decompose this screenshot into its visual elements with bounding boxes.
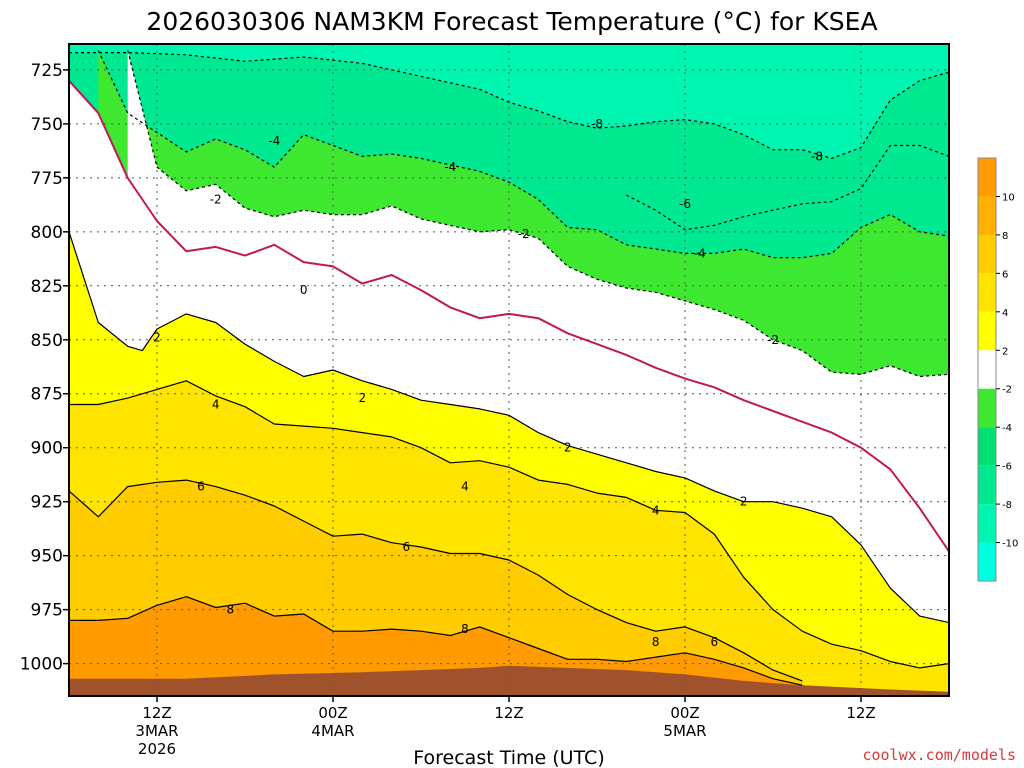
contour-label: 8 xyxy=(461,622,469,636)
colorbar-segment xyxy=(978,504,996,543)
y-tick-label: 1000 xyxy=(20,655,63,675)
isotherm-8C xyxy=(69,596,803,686)
contour-label: 4 xyxy=(461,480,469,494)
y-tick-label: 775 xyxy=(31,169,63,189)
colorbar-segment xyxy=(978,388,996,428)
x-tick-label: 00Z xyxy=(670,704,699,722)
colorbar-frame xyxy=(977,157,997,582)
plot-area: -8 -8 -6 -4 -4 -4 -2 -2 -2 0 2 2 2 2 4 4 4 6 6 6 8 8 8 xyxy=(69,44,949,696)
colorbar: 10 8 6 4 2 -2 -4 -6 -8 -10 xyxy=(977,157,1018,582)
y-tick-label: 800 xyxy=(31,223,63,243)
colorbar-label: -4 xyxy=(1002,423,1012,434)
y-tick-label: 925 xyxy=(31,493,63,513)
isotherm-lines xyxy=(69,50,949,686)
contour-label: -8 xyxy=(591,117,603,131)
contour-label: -2 xyxy=(210,192,222,206)
colorbar-segment xyxy=(978,465,996,505)
contour-label: -8 xyxy=(811,149,823,163)
y-axis: 725 750 775 800 825 850 875 900 925 950 975 1000 xyxy=(20,61,69,675)
isotherm-4C xyxy=(69,380,949,669)
isotherm--2C xyxy=(127,50,949,378)
x-tick-label: 3MAR xyxy=(135,722,178,740)
colorbar-label: 6 xyxy=(1002,269,1008,280)
contour-label: 8 xyxy=(227,603,235,617)
contour-label: 6 xyxy=(403,540,411,554)
contour-label: 2 xyxy=(564,441,572,455)
isotherm-labels: -8 -8 -6 -4 -4 -4 -2 -2 -2 0 2 2 2 2 4 4 4 6 6 6 8 8 8 xyxy=(153,117,823,649)
colorbar-segment xyxy=(978,196,996,235)
colorbar-label: -2 xyxy=(1002,385,1012,396)
y-tick-label: 850 xyxy=(31,331,63,351)
contour-label: -4 xyxy=(268,134,280,148)
colorbar-label: 8 xyxy=(1002,231,1008,242)
contour-label: -6 xyxy=(679,197,691,211)
x-axis-label: Forecast Time (UTC) xyxy=(413,747,604,768)
contour-label: 2 xyxy=(153,331,161,345)
colorbar-segment xyxy=(978,311,996,351)
y-tick-label: 825 xyxy=(31,277,63,297)
colorbar-label: -6 xyxy=(1002,462,1012,473)
credit-text: coolwx.com/models xyxy=(862,746,1016,764)
x-tick-label: 12Z xyxy=(494,704,523,722)
colorbar-segment xyxy=(978,542,996,581)
isotherm--4C xyxy=(97,50,949,259)
contour-label: -4 xyxy=(444,160,456,174)
contour-label: 6 xyxy=(711,635,719,649)
contour-label: -4 xyxy=(694,246,706,260)
y-tick-label: 750 xyxy=(31,115,63,135)
contour-label: 4 xyxy=(652,503,660,517)
colorbar-label: 2 xyxy=(1002,346,1008,357)
contour-label: 2 xyxy=(740,495,748,509)
colorbar-segment xyxy=(978,273,996,312)
colorbar-segment xyxy=(978,158,996,197)
isotherm-0C xyxy=(69,80,949,552)
colorbar-label: 10 xyxy=(1002,192,1015,203)
isotherm--8C xyxy=(69,52,949,159)
contour-label: 8 xyxy=(652,635,660,649)
contour-label: 4 xyxy=(212,398,220,412)
x-tick-label: 4MAR xyxy=(311,722,354,740)
x-tick-label: 5MAR xyxy=(663,722,706,740)
contour-label: 0 xyxy=(300,283,308,297)
y-tick-label: 950 xyxy=(31,547,63,567)
y-tick-label: 975 xyxy=(31,601,63,621)
y-tick-label: 875 xyxy=(31,385,63,405)
x-tick-label: 2026 xyxy=(138,740,176,758)
x-tick-label: 12Z xyxy=(142,704,171,722)
contour-label: 6 xyxy=(197,480,205,494)
colorbar-label: -10 xyxy=(1002,539,1018,550)
colorbar-segment xyxy=(978,234,996,274)
contour-label: -2 xyxy=(518,227,530,241)
x-tick-label: 00Z xyxy=(318,704,347,722)
colorbar-label: -8 xyxy=(1002,500,1012,511)
colorbar-segment xyxy=(978,350,996,389)
isotherm-6C xyxy=(69,479,803,682)
y-tick-label: 725 xyxy=(31,61,63,81)
y-tick-label: 900 xyxy=(31,439,63,459)
contour-label: 2 xyxy=(359,391,367,405)
colorbar-segment xyxy=(978,427,996,466)
colorbar-label: 4 xyxy=(1002,308,1008,319)
contour-label: -2 xyxy=(767,333,779,347)
ground-terrain xyxy=(69,665,949,696)
chart-title: 2026030306 NAM3KM Forecast Temperature (… xyxy=(146,7,877,36)
x-tick-label: 12Z xyxy=(846,704,875,722)
isotherm--6C xyxy=(626,144,949,231)
isotherm-2C xyxy=(69,231,949,624)
